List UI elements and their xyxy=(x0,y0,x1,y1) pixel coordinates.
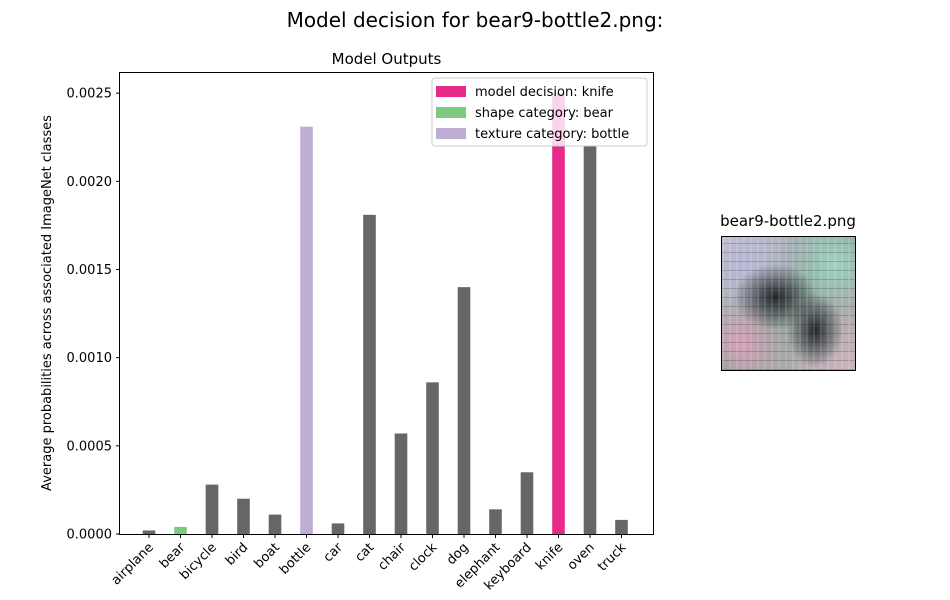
x-tick-label-bottle: bottle xyxy=(277,540,314,577)
bar-bird xyxy=(237,498,250,534)
stimulus-image xyxy=(721,236,856,371)
x-tick-label-knife: knife xyxy=(533,540,566,573)
bar-chair xyxy=(394,433,408,534)
bar-truck xyxy=(615,519,628,534)
figure-suptitle: Model decision for bear9-bottle2.png: xyxy=(286,8,664,32)
legend: model decision: knife shape category: bea… xyxy=(431,77,648,147)
y-ticks: 0.0000 0.0005 0.0010 0.0015 0.0020 0.0025 xyxy=(67,87,120,543)
legend-swatch-decision xyxy=(436,86,466,97)
x-tick-label-clock: clock xyxy=(406,540,441,575)
y-tick-label: 0.0010 xyxy=(67,351,113,366)
bar-dog xyxy=(457,287,471,534)
legend-label-shape: shape category: bear xyxy=(475,106,614,121)
y-tick-label: 0.0020 xyxy=(67,175,113,190)
x-tick-label-chair: chair xyxy=(375,540,409,574)
bar-clock xyxy=(426,382,439,534)
chart-title: Model Outputs xyxy=(332,50,442,68)
bar-bicycle xyxy=(205,484,219,534)
y-tick-label: 0.0025 xyxy=(67,87,113,102)
bar-bottle xyxy=(300,126,313,534)
y-tick-label: 0.0005 xyxy=(67,439,113,454)
bar-elephant xyxy=(489,509,502,534)
y-tick-label: 0.0015 xyxy=(67,263,113,278)
bars-group xyxy=(142,93,628,534)
x-tick-label-airplane: airplane xyxy=(109,540,157,588)
x-tick-label-car: car xyxy=(321,540,347,566)
legend-label-decision: model decision: knife xyxy=(475,85,614,100)
bar-car xyxy=(331,523,345,534)
legend-label-texture: texture category: bottle xyxy=(475,127,629,142)
image-title: bear9-bottle2.png xyxy=(720,212,856,230)
x-tick-label-cat: cat xyxy=(352,540,377,565)
x-tick-label-bird: bird xyxy=(223,540,251,568)
x-tick-label-oven: oven xyxy=(565,540,598,573)
bar-keyboard xyxy=(520,472,534,534)
y-tick-label: 0.0000 xyxy=(67,528,113,543)
bar-bear xyxy=(174,526,187,534)
x-tick-label-truck: truck xyxy=(595,540,630,575)
axes-frame xyxy=(119,72,654,535)
bar-boat xyxy=(268,514,282,534)
y-axis-label: Average probabilities across associated … xyxy=(40,115,55,491)
bar-airplane xyxy=(142,530,156,534)
legend-swatch-shape xyxy=(436,107,466,118)
legend-swatch-texture xyxy=(436,128,466,139)
bar-oven xyxy=(583,146,597,534)
bar-cat xyxy=(363,214,376,534)
bar-knife xyxy=(552,93,565,534)
legend-box xyxy=(431,77,648,147)
